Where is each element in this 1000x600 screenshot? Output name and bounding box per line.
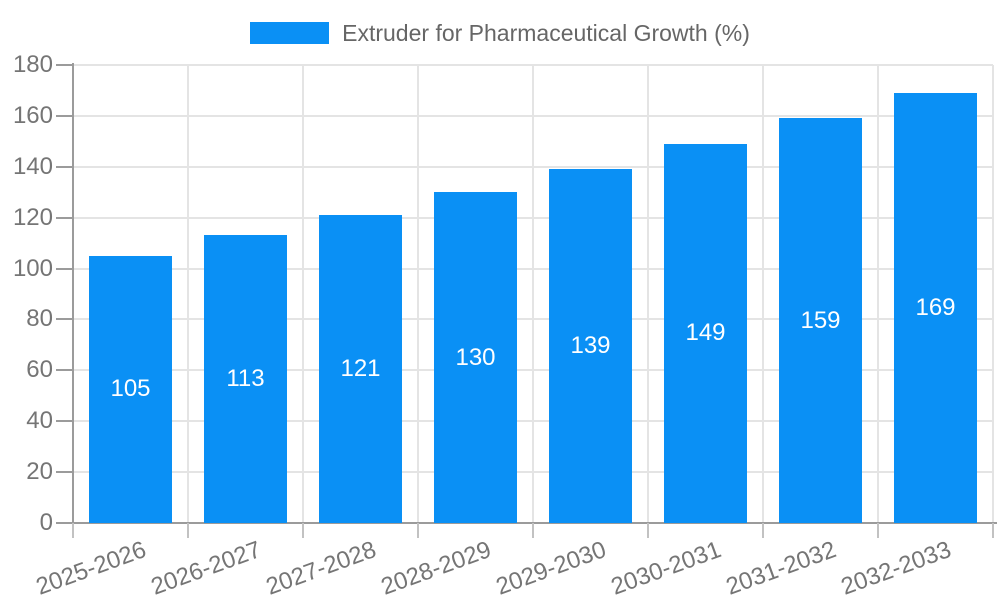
y-tick-mark	[56, 114, 74, 117]
bar-value-label: 130	[455, 343, 496, 371]
y-tick-label: 140	[12, 152, 53, 180]
y-tick-mark	[56, 420, 74, 423]
bar[interactable]: 130	[434, 192, 517, 523]
bar-value-label: 105	[110, 375, 151, 403]
x-tick-label: 2025-2026	[32, 536, 150, 600]
x-gridline	[762, 65, 764, 523]
y-tick-mark	[56, 165, 74, 168]
x-tick-mark	[992, 523, 994, 538]
x-gridline	[992, 65, 994, 523]
x-tick-mark	[877, 523, 879, 538]
bar-value-label: 159	[800, 306, 841, 334]
y-tick-mark	[56, 318, 74, 321]
x-tick-label: 2030-2031	[607, 536, 725, 600]
bar-value-label: 149	[685, 319, 726, 347]
bar[interactable]: 113	[204, 235, 287, 523]
y-tick-mark	[56, 522, 74, 524]
y-tick-label: 40	[26, 407, 53, 435]
bar-value-label: 139	[570, 332, 611, 360]
x-tick-label: 2026-2027	[147, 536, 265, 600]
legend-swatch-icon	[250, 22, 330, 44]
legend-label: Extruder for Pharmaceutical Growth (%)	[342, 20, 750, 46]
x-tick-label: 2028-2029	[377, 536, 495, 600]
y-tick-mark	[56, 216, 74, 219]
x-tick-mark	[762, 523, 764, 538]
x-gridline	[302, 65, 304, 523]
bar[interactable]: 169	[894, 92, 977, 523]
x-tick-mark	[302, 523, 304, 538]
x-gridline	[417, 65, 419, 523]
y-tick-label: 120	[12, 203, 53, 231]
x-tick-mark	[647, 523, 649, 538]
y-tick-mark	[56, 471, 74, 474]
x-gridline	[647, 65, 649, 523]
bar[interactable]: 159	[779, 118, 862, 523]
x-tick-label: 2032-2033	[837, 536, 955, 600]
bar-value-label: 121	[340, 355, 381, 383]
y-tick-label: 20	[26, 458, 53, 486]
x-gridline	[877, 65, 879, 523]
bar-value-label: 113	[226, 365, 265, 393]
bar[interactable]: 139	[549, 169, 632, 523]
x-tick-label: 2029-2030	[492, 536, 610, 600]
x-axis-line	[72, 522, 997, 524]
x-tick-mark	[187, 523, 189, 538]
y-tick-mark	[56, 64, 74, 66]
x-gridline	[532, 65, 534, 523]
bar[interactable]: 121	[319, 215, 402, 523]
x-tick-mark	[532, 523, 534, 538]
y-tick-label: 0	[39, 509, 53, 536]
y-tick-label: 100	[12, 254, 53, 282]
y-axis-line	[72, 63, 74, 538]
y-tick-label: 80	[26, 305, 53, 333]
bar[interactable]: 149	[664, 143, 747, 523]
x-tick-label: 2027-2028	[262, 536, 380, 600]
bar-value-label: 169	[915, 293, 956, 321]
bar[interactable]: 105	[89, 255, 172, 523]
y-tick-label: 180	[12, 51, 53, 78]
y-tick-label: 160	[12, 101, 53, 129]
x-gridline	[187, 65, 189, 523]
x-tick-label: 2031-2032	[722, 536, 840, 600]
y-tick-mark	[56, 267, 74, 270]
x-tick-mark	[72, 523, 74, 538]
y-tick-mark	[56, 369, 74, 372]
chart-legend[interactable]: Extruder for Pharmaceutical Growth (%)	[0, 21, 1000, 45]
x-tick-mark	[417, 523, 419, 538]
y-tick-label: 60	[26, 356, 53, 384]
